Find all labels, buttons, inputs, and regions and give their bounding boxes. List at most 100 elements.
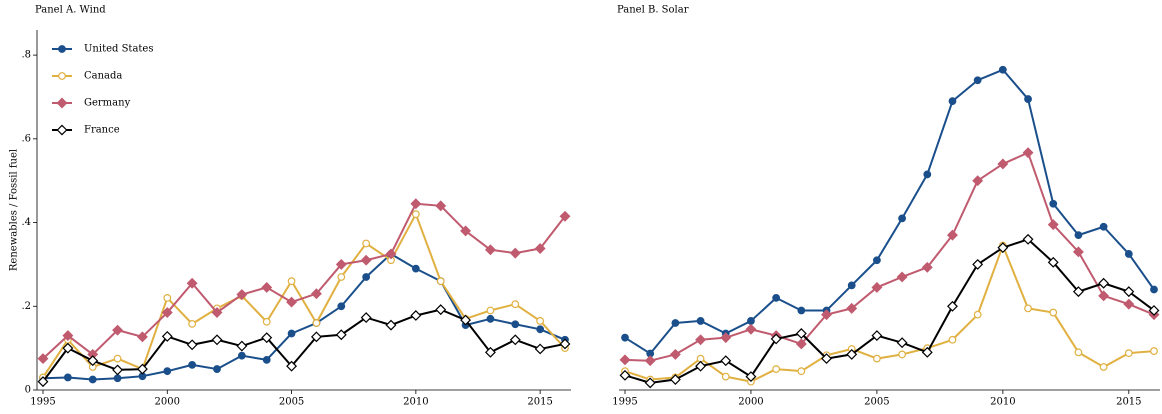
marker: [695, 360, 707, 372]
marker: [972, 258, 984, 270]
marker: [410, 310, 422, 321]
marker: [509, 334, 521, 346]
marker: [136, 331, 148, 343]
marker: [312, 319, 321, 327]
marker: [1022, 233, 1034, 245]
series-line: [624, 68, 1155, 355]
marker: [559, 338, 571, 350]
marker: [921, 346, 933, 358]
marker: [161, 307, 173, 319]
marker: [211, 307, 223, 319]
series-line: [624, 238, 1155, 384]
marker: [362, 273, 371, 281]
marker: [1123, 286, 1135, 298]
marker: [287, 277, 296, 286]
x-tick-label: 2010: [990, 397, 1015, 408]
marker: [745, 323, 757, 335]
x-tick-label: 2005: [279, 397, 304, 408]
marker: [161, 330, 173, 342]
marker: [62, 330, 74, 342]
marker: [1074, 231, 1083, 240]
marker: [310, 331, 322, 343]
marker: [721, 372, 730, 381]
marker: [37, 353, 49, 365]
marker: [63, 373, 72, 382]
marker: [898, 350, 906, 359]
marker: [873, 354, 881, 363]
marker: [821, 309, 832, 321]
marker: [87, 355, 99, 367]
marker: [846, 348, 858, 360]
marker: [1099, 222, 1108, 231]
x-tick-label: 1995: [612, 397, 637, 408]
marker: [1098, 277, 1110, 289]
marker: [534, 343, 546, 355]
marker: [188, 319, 197, 328]
marker: [186, 339, 198, 351]
panel-title: Panel B. Solar: [617, 5, 689, 16]
marker: [896, 337, 908, 349]
marker: [286, 296, 298, 308]
legend-marker: [56, 97, 68, 109]
marker: [797, 367, 806, 376]
marker: [948, 97, 957, 106]
marker: [1074, 348, 1083, 357]
marker: [360, 254, 372, 266]
marker: [621, 333, 629, 342]
series-line: [42, 252, 566, 381]
marker: [1047, 219, 1059, 231]
marker: [1072, 246, 1084, 258]
marker: [484, 244, 496, 256]
marker: [972, 175, 984, 187]
marker: [846, 302, 858, 314]
marker: [1024, 304, 1032, 313]
marker: [947, 229, 958, 241]
marker: [795, 338, 807, 350]
marker: [795, 328, 807, 339]
marker: [112, 324, 124, 336]
marker: [509, 247, 521, 259]
marker: [460, 225, 472, 237]
marker: [236, 340, 248, 352]
marker: [669, 348, 681, 360]
panel-title: Panel A. Wind: [35, 5, 106, 16]
series-line: [624, 151, 1155, 362]
marker: [1049, 199, 1058, 208]
marker: [534, 243, 546, 254]
marker: [536, 325, 545, 334]
legend-label: United States: [84, 44, 153, 55]
marker: [770, 333, 782, 345]
marker: [948, 335, 957, 344]
marker: [847, 281, 856, 290]
marker: [286, 360, 298, 372]
marker: [896, 271, 908, 283]
marker: [213, 365, 221, 373]
marker: [261, 332, 273, 344]
marker: [1047, 256, 1059, 268]
marker: [113, 374, 122, 383]
marker: [1024, 95, 1032, 103]
marker: [973, 76, 982, 85]
marker: [188, 360, 197, 369]
marker: [287, 329, 296, 338]
marker: [998, 65, 1007, 74]
legend-label: Canada: [84, 71, 122, 82]
x-tick-label: 2000: [738, 397, 763, 408]
marker: [411, 264, 420, 273]
x-tick-label: 2015: [1116, 397, 1141, 408]
y-tick-label: .6: [21, 133, 31, 144]
legend-label: Germany: [84, 98, 131, 109]
y-tick-label: .8: [21, 50, 31, 61]
marker: [1148, 305, 1160, 316]
marker: [186, 277, 198, 289]
marker: [261, 281, 273, 293]
marker: [1049, 308, 1058, 317]
marker: [113, 354, 122, 363]
marker: [536, 317, 545, 325]
marker: [262, 355, 271, 364]
marker: [362, 239, 371, 248]
marker: [772, 294, 781, 302]
marker: [1124, 250, 1133, 258]
marker: [797, 306, 806, 315]
